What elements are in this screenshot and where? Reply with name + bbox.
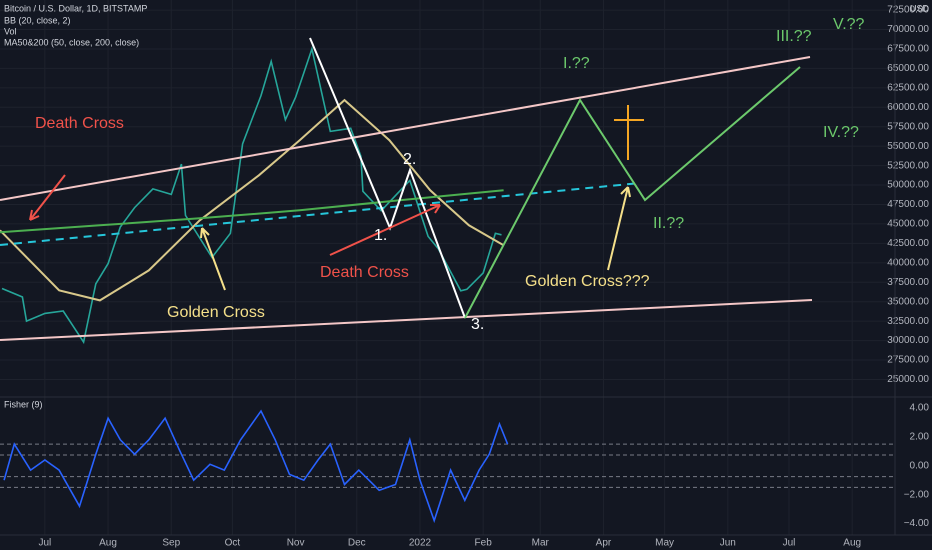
- trendline: [0, 182, 641, 246]
- y-tick-label: 52500.00: [887, 160, 929, 171]
- annotation: III.??: [776, 28, 812, 45]
- y-tick-label: 30000.00: [887, 335, 929, 346]
- x-tick-label: Aug: [99, 538, 117, 549]
- annotation: 3.: [471, 316, 484, 333]
- annotation: I.??: [563, 55, 590, 72]
- y-tick-label: 55000.00: [887, 141, 929, 152]
- x-tick-label: Apr: [596, 538, 612, 549]
- y-tick-label: 42500.00: [887, 238, 929, 249]
- y-tick-label: 47500.00: [887, 199, 929, 210]
- x-tick-label: 2022: [409, 538, 432, 549]
- projection-path: [464, 66, 801, 319]
- x-tick-label: May: [655, 538, 674, 549]
- annotation: II.??: [653, 215, 684, 232]
- y-tick-label: 70000.00: [887, 24, 929, 35]
- series-line: [1, 46, 502, 345]
- x-tick-label: Sep: [162, 538, 180, 549]
- arrow: [607, 186, 631, 271]
- y-tick-label: 0.00: [910, 460, 930, 471]
- y-tick-label: 50000.00: [887, 180, 929, 191]
- annotation: 1.: [374, 227, 387, 244]
- y-tick-label: 62500.00: [887, 83, 929, 94]
- x-tick-label: Jun: [720, 538, 736, 549]
- x-tick-label: Oct: [225, 538, 241, 549]
- annotation: Death Cross: [320, 264, 409, 281]
- series-line: [0, 189, 504, 234]
- cross-mark: [614, 105, 644, 160]
- y-tick-label: 65000.00: [887, 63, 929, 74]
- x-tick-label: Feb: [475, 538, 493, 549]
- y-tick-label: 72500.00: [887, 5, 929, 16]
- arrow: [200, 227, 226, 291]
- y-tick-label: 60000.00: [887, 102, 929, 113]
- y-tick-label: 35000.00: [887, 296, 929, 307]
- y-tick-label: 2.00: [910, 432, 930, 443]
- annotation: Death Cross: [35, 115, 124, 132]
- y-tick-label: −4.00: [904, 518, 930, 529]
- annotation: Golden Cross???: [525, 273, 650, 290]
- x-tick-label: Dec: [348, 538, 366, 549]
- annotation: Golden Cross: [167, 304, 265, 321]
- y-tick-label: 27500.00: [887, 355, 929, 366]
- pane-title: Fisher (9): [4, 399, 43, 409]
- y-tick-label: −2.00: [904, 489, 930, 500]
- y-tick-label: 67500.00: [887, 44, 929, 55]
- y-tick-label: 4.00: [910, 403, 930, 414]
- x-tick-label: Jul: [783, 538, 796, 549]
- annotation: 2.: [403, 151, 416, 168]
- y-tick-label: 57500.00: [887, 121, 929, 132]
- arrow: [29, 174, 66, 221]
- trendline: [0, 56, 811, 201]
- y-tick-label: 45000.00: [887, 219, 929, 230]
- x-tick-label: Aug: [843, 538, 861, 549]
- y-tick-label: 40000.00: [887, 257, 929, 268]
- annotation: V.??: [833, 16, 865, 33]
- indicator-label: BB (20, close, 2): [4, 15, 71, 25]
- arrow: [329, 204, 441, 256]
- drawings: [0, 37, 813, 341]
- wave-path: [309, 37, 466, 319]
- x-tick-label: Jul: [38, 538, 51, 549]
- currency-label: USD: [910, 3, 930, 13]
- indicator-label: MA50&200 (50, close, 200, close): [4, 37, 139, 47]
- x-tick-label: Mar: [532, 538, 550, 549]
- series-line: [3, 409, 509, 524]
- y-tick-label: 37500.00: [887, 277, 929, 288]
- y-tick-label: 25000.00: [887, 374, 929, 385]
- indicator-label: Vol: [4, 26, 17, 36]
- annotation: IV.??: [823, 124, 859, 141]
- chart-title: Bitcoin / U.S. Dollar, 1D, BITSTAMP: [4, 3, 147, 13]
- trendline: [0, 299, 813, 341]
- x-tick-label: Nov: [287, 538, 305, 549]
- y-tick-label: 32500.00: [887, 316, 929, 327]
